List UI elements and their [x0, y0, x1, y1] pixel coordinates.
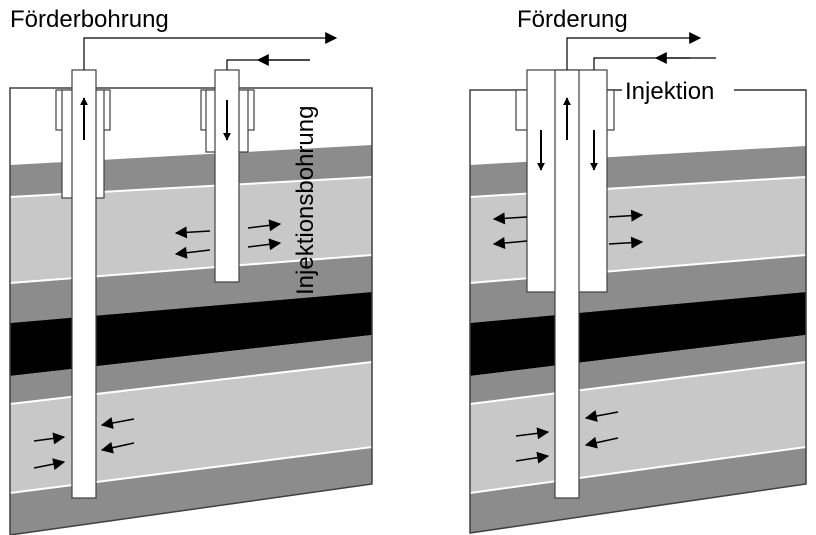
strata-light-layer	[470, 362, 806, 493]
label-injection: Injektion	[625, 78, 714, 105]
strata-dark-layer	[10, 255, 372, 323]
inflow-arrow-icon	[226, 59, 310, 70]
strata-dark-layer	[470, 335, 806, 404]
production-flow-arrows	[515, 410, 619, 464]
left-diagram: Förderbohrung Injektionsbohrung	[9, 6, 373, 535]
injection-well	[200, 69, 255, 283]
label-production-well: Förderbohrung	[10, 6, 169, 33]
injection-flow-arrows	[174, 219, 282, 259]
strata-dark-layer	[470, 447, 806, 533]
strata-light-layer	[10, 177, 372, 283]
strata-light-layer	[10, 362, 372, 493]
production-flow-arrows	[33, 417, 135, 471]
outflow-arrow-icon	[566, 32, 702, 70]
right-strata	[469, 89, 807, 534]
strata-dark-layer	[470, 255, 806, 323]
strata-dark-layer	[10, 335, 372, 404]
coaxial-well	[515, 69, 615, 499]
label-injection-well: Injektionsbohrung	[292, 106, 319, 295]
strata-dark-layer	[10, 447, 372, 535]
right-diagram: Förderung Injektion	[469, 6, 807, 534]
strata-black-layer	[10, 292, 372, 376]
strata-black-layer	[470, 292, 806, 376]
inflow-arrow-icon	[593, 57, 690, 70]
outflow-arrow-icon	[83, 32, 338, 70]
injection-flow-arrows	[492, 209, 644, 249]
label-production: Förderung	[517, 6, 628, 33]
